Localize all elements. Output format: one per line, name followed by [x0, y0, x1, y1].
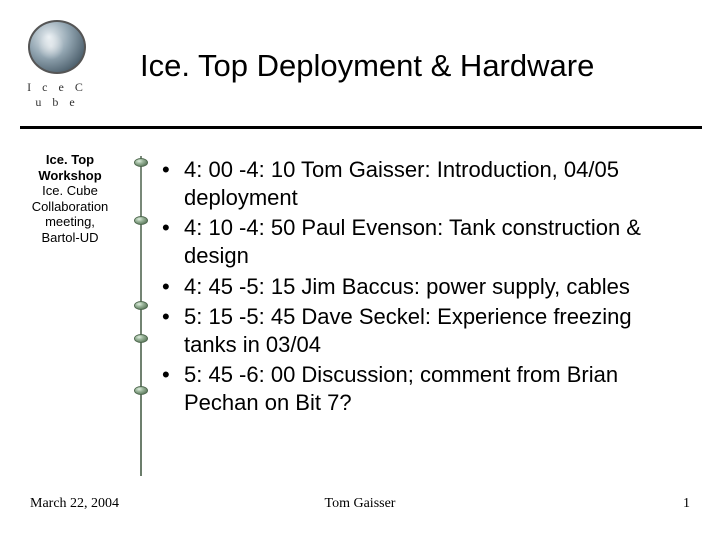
footer-page: 1 [470, 496, 690, 512]
bead-icon [134, 216, 148, 225]
bullet-list: 4: 00 -4: 10 Tom Gaisser: Introduction, … [162, 156, 690, 419]
list-item: 4: 45 -5: 15 Jim Baccus: power supply, c… [162, 273, 690, 301]
list-item: 4: 10 -4: 50 Paul Evenson: Tank construc… [162, 214, 690, 270]
bead-icon [134, 301, 148, 310]
list-item-text: 5: 15 -5: 45 Dave Seckel: Experience fre… [184, 304, 632, 357]
footer: March 22, 2004 Tom Gaisser 1 [30, 496, 690, 512]
footer-author: Tom Gaisser [250, 496, 470, 512]
sidebar-sub-line: meeting, [20, 214, 120, 230]
logo: I c e C u b e [22, 20, 92, 110]
sidebar-sub-line: Ice. Cube [20, 183, 120, 199]
list-item-text: 4: 10 -4: 50 Paul Evenson: Tank construc… [184, 215, 641, 268]
sidebar-heading-line: Workshop [20, 168, 120, 184]
list-item: 4: 00 -4: 10 Tom Gaisser: Introduction, … [162, 156, 690, 212]
page-title: Ice. Top Deployment & Hardware [140, 48, 700, 84]
sidebar-heading-line: Ice. Top [20, 152, 120, 168]
bead-icon [134, 158, 148, 167]
logo-brand-text: I c e C u b e [22, 80, 92, 110]
list-item: 5: 15 -5: 45 Dave Seckel: Experience fre… [162, 303, 690, 359]
sidebar: Ice. Top Workshop Ice. Cube Collaboratio… [20, 152, 120, 246]
slide: I c e C u b e Ice. Top Deployment & Hard… [0, 0, 720, 540]
list-item: 5: 45 -6: 00 Discussion; comment from Br… [162, 361, 690, 417]
bead-rail [140, 156, 142, 476]
sidebar-sub-line: Bartol-UD [20, 230, 120, 246]
bead-icon [134, 334, 148, 343]
list-item-text: 5: 45 -6: 00 Discussion; comment from Br… [184, 362, 618, 415]
bead-icon [134, 386, 148, 395]
footer-date: March 22, 2004 [30, 496, 250, 512]
list-item-text: 4: 00 -4: 10 Tom Gaisser: Introduction, … [184, 157, 619, 210]
logo-globe-icon [28, 20, 86, 74]
horizontal-rule [20, 126, 702, 129]
sidebar-sub-line: Collaboration [20, 199, 120, 215]
list-item-text: 4: 45 -5: 15 Jim Baccus: power supply, c… [184, 274, 630, 299]
